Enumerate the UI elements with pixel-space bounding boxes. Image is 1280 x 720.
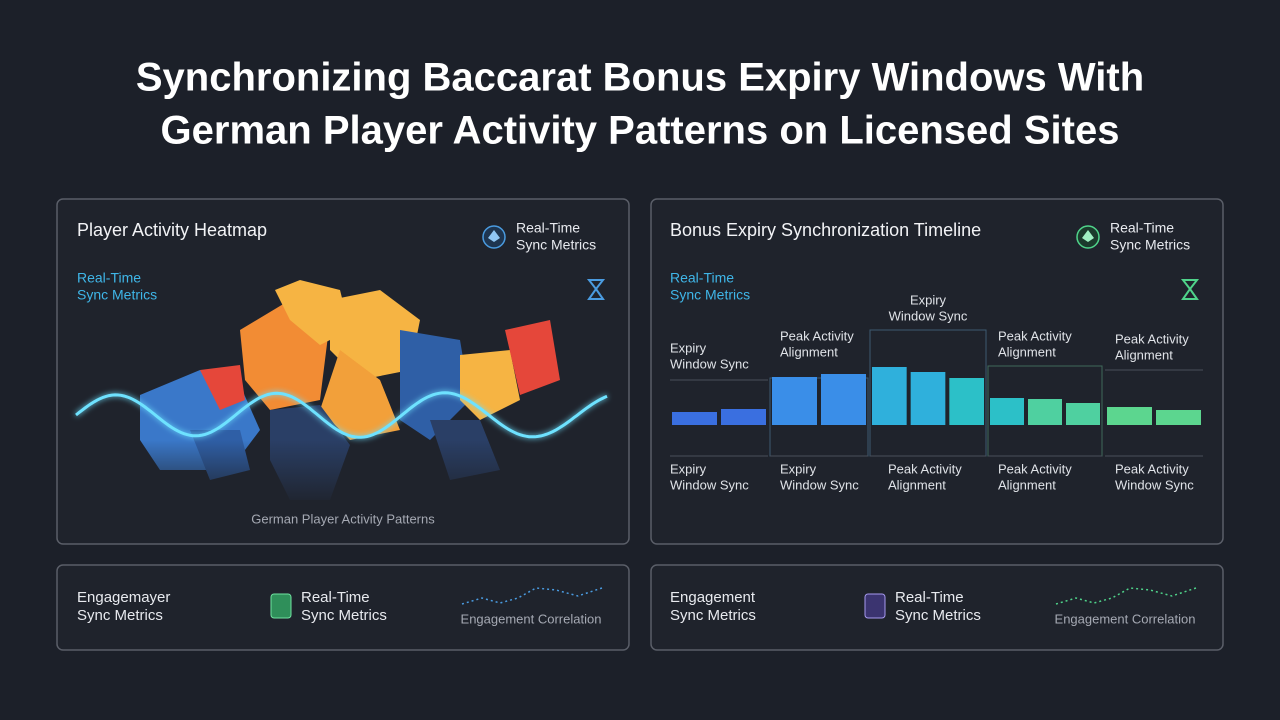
badge-text: Real-Time <box>895 589 964 606</box>
engagement-card <box>650 564 1224 651</box>
bar <box>990 398 1024 425</box>
caption: Engagement Correlation <box>461 611 602 626</box>
group-label: Alignment <box>780 344 838 359</box>
group-label: Peak Activity <box>888 461 962 476</box>
metric-label: Real-Time <box>77 270 141 286</box>
bar <box>821 374 866 425</box>
group-label: Alignment <box>998 344 1056 359</box>
bar <box>721 409 766 425</box>
bar <box>1066 403 1100 425</box>
map <box>140 280 560 500</box>
metric-label: Sync Metrics <box>77 287 157 303</box>
bar <box>910 372 946 425</box>
card-label: Sync Metrics <box>77 607 163 624</box>
engagement-card <box>56 564 630 651</box>
caption: Engagement Correlation <box>1055 611 1196 626</box>
group-label: Peak Activity <box>998 461 1072 476</box>
caption: German Player Activity Patterns <box>251 511 435 526</box>
activity-wave <box>75 391 608 439</box>
metric-label: Real-Time <box>670 270 734 286</box>
badge-text: Real-Time <box>1110 220 1174 236</box>
group-label: Window Sync <box>670 477 749 492</box>
badge-text: Sync Metrics <box>1110 237 1190 253</box>
card-icon <box>864 593 886 619</box>
hourglass-icon <box>1180 279 1200 300</box>
badge-text: Sync Metrics <box>301 607 387 624</box>
badge-icon <box>1082 230 1094 242</box>
group-label: Peak Activity <box>1115 331 1189 346</box>
badge-text: Real-Time <box>301 589 370 606</box>
group-label: Expiry <box>910 292 947 307</box>
group-label: Window Sync <box>889 308 968 323</box>
card-icon <box>270 593 292 619</box>
badge-text: Sync Metrics <box>895 607 981 624</box>
bar <box>772 377 817 425</box>
page-title: German Player Activity Patterns on Licen… <box>161 109 1120 153</box>
timeline-panel <box>650 198 1224 545</box>
group-label: Peak Activity <box>780 328 854 343</box>
bar <box>1156 410 1201 425</box>
group-label: Window Sync <box>1115 477 1194 492</box>
metric-label: Sync Metrics <box>670 287 750 303</box>
map-fade <box>76 440 609 500</box>
group-label: Expiry <box>670 461 707 476</box>
group-label: Expiry <box>780 461 817 476</box>
bar <box>672 412 717 425</box>
bar <box>949 378 984 425</box>
panel-title: Player Activity Heatmap <box>77 220 267 240</box>
badge-text: Real-Time <box>516 220 580 236</box>
group-label: Window Sync <box>670 356 749 371</box>
bar <box>1028 399 1062 425</box>
group-label: Alignment <box>888 477 946 492</box>
group-label: Alignment <box>1115 347 1173 362</box>
badge-text: Sync Metrics <box>516 237 596 253</box>
page-title: Synchronizing Baccarat Bonus Expiry Wind… <box>136 56 1144 100</box>
bar <box>1107 407 1152 425</box>
group-label: Peak Activity <box>1115 461 1189 476</box>
card-label: Engagemayer <box>77 589 170 606</box>
bar <box>872 367 907 425</box>
hourglass-icon <box>586 279 606 300</box>
card-label: Engagement <box>670 589 756 606</box>
badge-icon <box>488 230 500 242</box>
panel-title: Bonus Expiry Synchronization Timeline <box>670 220 981 240</box>
group-label: Window Sync <box>780 477 859 492</box>
group-label: Alignment <box>998 477 1056 492</box>
group-label: Peak Activity <box>998 328 1072 343</box>
group-label: Expiry <box>670 340 707 355</box>
card-label: Sync Metrics <box>670 607 756 624</box>
